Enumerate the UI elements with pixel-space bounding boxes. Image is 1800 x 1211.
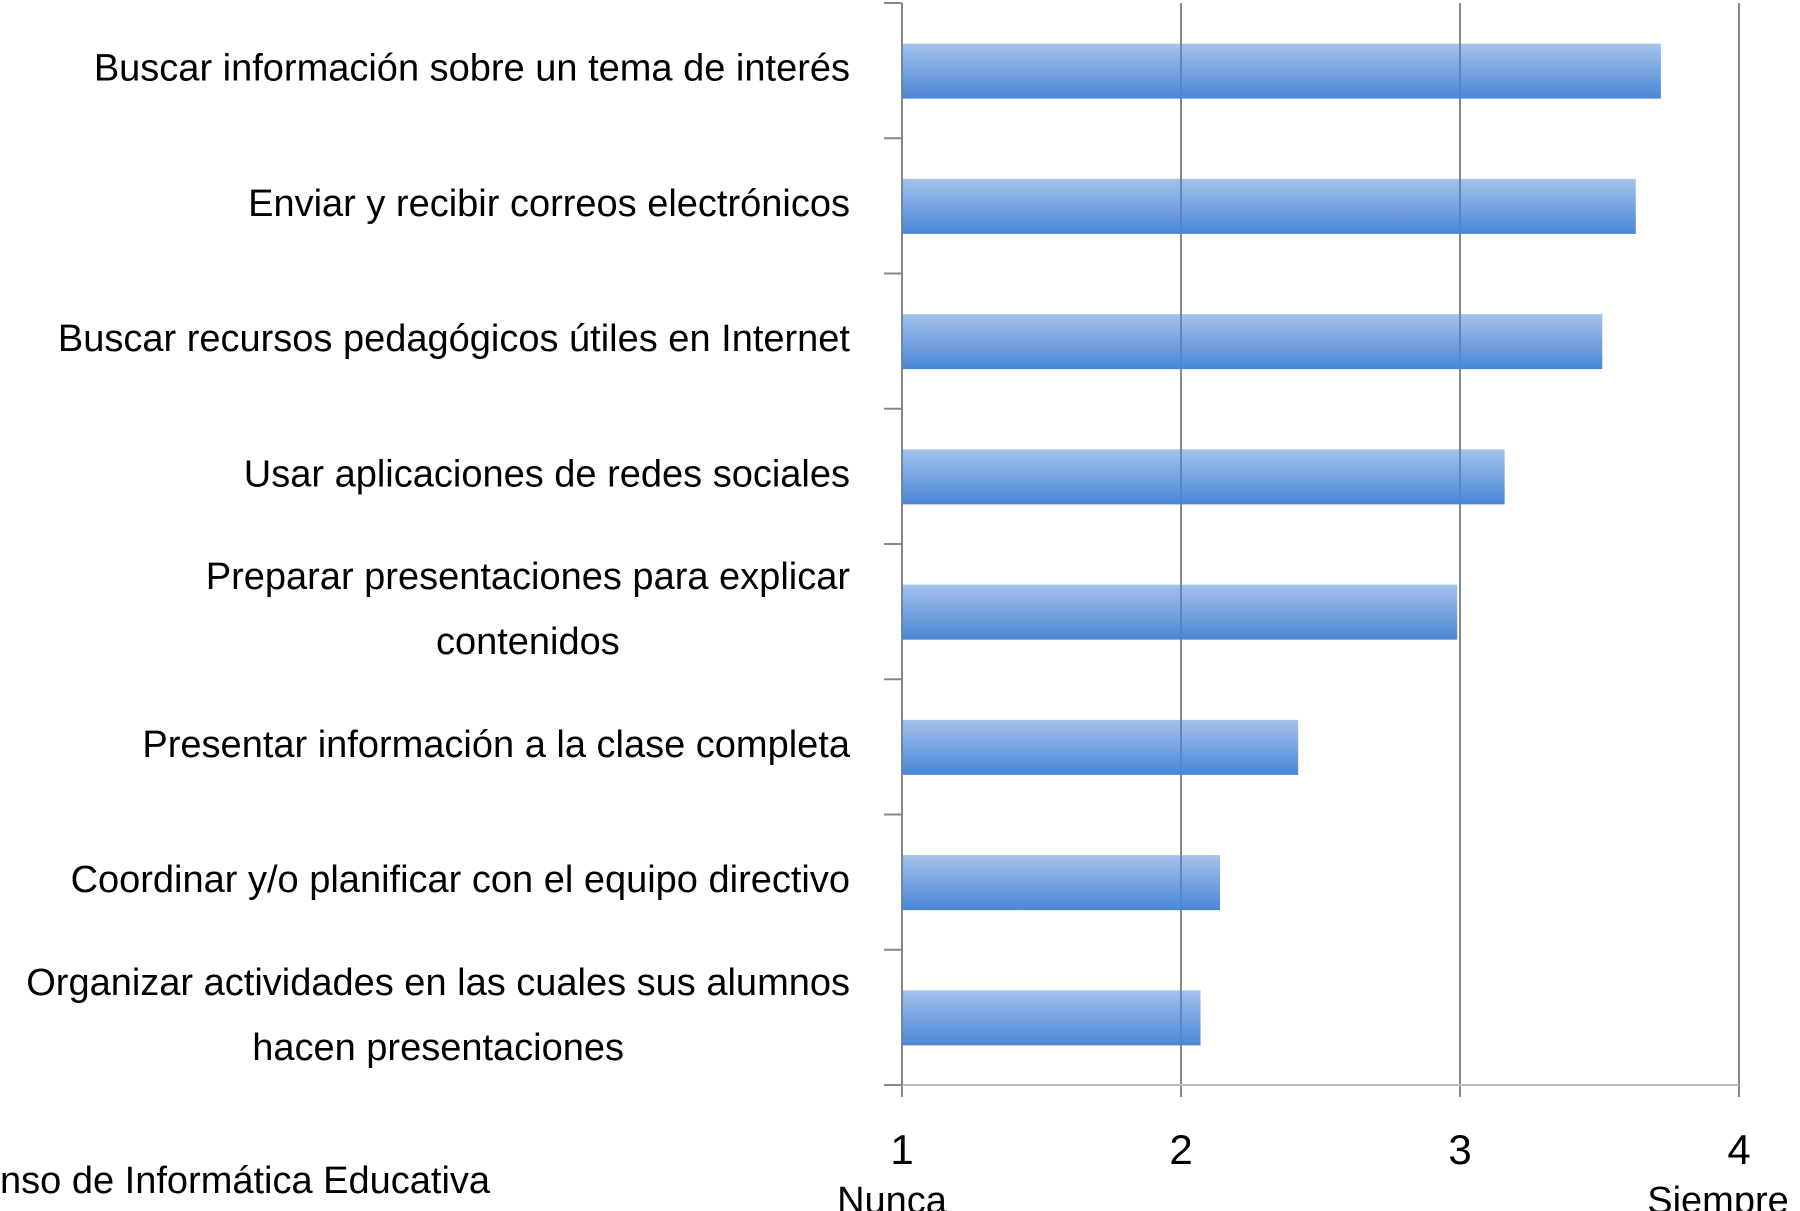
y-tick-label: Enviar y recibir correos electrónicos xyxy=(248,183,850,225)
x-tick-label: 4 xyxy=(1727,1126,1750,1173)
bar xyxy=(902,43,1661,99)
x-tick-label: 2 xyxy=(1169,1126,1192,1173)
x-axis-annotation: Nunca xyxy=(837,1180,948,1211)
x-tick-label: 3 xyxy=(1448,1126,1471,1173)
y-tick-label: Organizar actividades en las cuales sus … xyxy=(26,962,850,1069)
bar xyxy=(902,178,1636,234)
x-axis-annotation: Siempre xyxy=(1647,1180,1789,1211)
y-tick-label: Buscar recursos pedagógicos útiles en In… xyxy=(58,318,851,360)
source-note: nso de Informática Educativa xyxy=(0,1160,491,1202)
bar xyxy=(902,314,1603,370)
y-tick-label: Usar aplicaciones de redes sociales xyxy=(244,453,850,495)
bar xyxy=(902,855,1221,911)
y-tick-label: Coordinar y/o planificar con el equipo d… xyxy=(71,859,850,901)
bar xyxy=(902,584,1458,640)
bar xyxy=(902,449,1505,505)
y-tick-label: Preparar presentaciones para explicar con… xyxy=(206,556,851,663)
bar xyxy=(902,719,1299,775)
x-tick-label: 1 xyxy=(890,1126,913,1173)
bar xyxy=(902,990,1201,1046)
y-tick-label: Presentar información a la clase complet… xyxy=(142,724,850,766)
y-tick-label: Buscar información sobre un tema de inte… xyxy=(94,48,850,90)
